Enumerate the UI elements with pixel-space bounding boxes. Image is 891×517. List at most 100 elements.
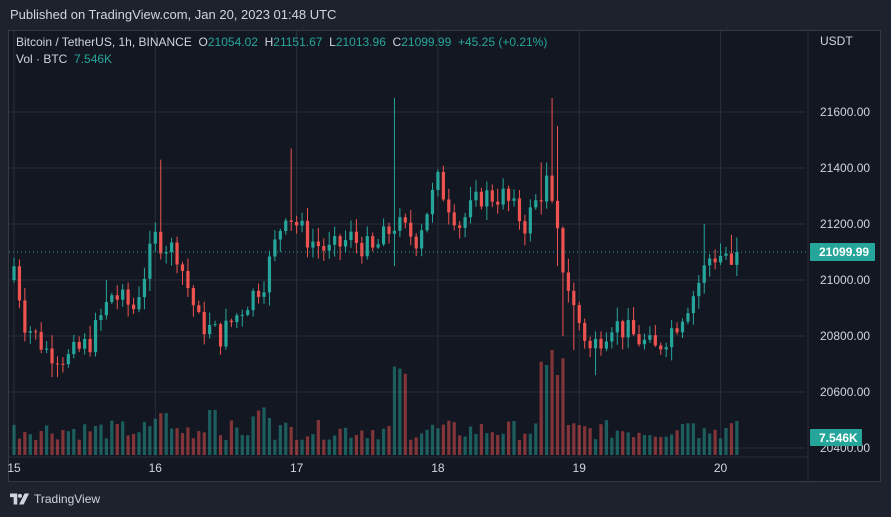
candle-body: [615, 321, 619, 333]
time-tick-label: 16: [149, 461, 163, 475]
candle-body: [278, 231, 282, 240]
volume-bar: [708, 433, 712, 455]
candle-body: [458, 225, 462, 228]
candle-body: [349, 231, 353, 241]
volume-bar: [626, 432, 630, 455]
volume-bar: [322, 439, 326, 455]
legend-high-label: H: [264, 35, 274, 49]
candle-body: [381, 226, 386, 245]
volume-bar: [170, 428, 174, 455]
volume-bar: [447, 420, 451, 455]
candle-body: [295, 221, 299, 226]
candle-body: [664, 347, 668, 350]
candle-body: [387, 226, 391, 234]
volume-bar: [131, 433, 136, 455]
candle-body: [588, 340, 592, 349]
candle-body: [604, 341, 609, 349]
candle-body: [72, 341, 76, 355]
volume-bar: [159, 413, 163, 455]
legend-close-value: 21099.99: [401, 35, 452, 49]
candle-body: [371, 236, 375, 248]
candle-body: [517, 198, 522, 222]
candle-body: [365, 236, 369, 257]
candle-body: [213, 324, 217, 326]
candle-body: [414, 236, 418, 249]
candle-body: [28, 331, 32, 333]
candle-body: [485, 190, 489, 207]
candle-body: [208, 324, 212, 335]
volume-bar: [256, 410, 261, 455]
candle-body: [697, 282, 701, 297]
candle-body: [267, 256, 272, 293]
candle-body: [409, 222, 413, 237]
time-tick-label: 20: [714, 461, 728, 475]
candle-body: [702, 265, 706, 283]
volume-bar: [213, 410, 217, 455]
volume-bar: [121, 421, 125, 455]
candle-body: [610, 332, 614, 342]
volume-bar: [729, 423, 734, 455]
volume-bar: [61, 430, 65, 455]
volume-bar: [354, 434, 359, 455]
candle-body: [12, 266, 16, 280]
volume-bar: [208, 410, 212, 455]
volume-bar: [621, 431, 625, 455]
legend-symbol: Bitcoin / TetherUS, 1h, BINANCE: [16, 35, 192, 49]
volume-bar: [142, 421, 147, 455]
volume-bar: [490, 432, 494, 455]
volume-bar: [545, 365, 549, 455]
price-unit-label: USDT: [820, 34, 853, 48]
volume-bar: [555, 375, 560, 455]
candle-body: [289, 220, 293, 222]
candle-body: [191, 288, 195, 306]
volume-bar: [659, 437, 663, 455]
candle-body: [708, 258, 712, 266]
candle-body: [718, 255, 723, 263]
volume-bar: [224, 439, 228, 455]
price-tick-label: 20800.00: [820, 329, 870, 343]
candle-body: [680, 321, 685, 333]
volume-bar: [229, 420, 233, 455]
candle-body: [648, 335, 652, 340]
candle-body: [735, 252, 739, 265]
volume-bar: [191, 438, 195, 455]
candle-body: [235, 315, 239, 323]
candle-body: [572, 290, 576, 306]
candle-body: [224, 320, 228, 347]
volume-bar: [17, 438, 22, 455]
candle-body: [126, 289, 130, 305]
volume-bar: [305, 436, 310, 455]
candle-body: [512, 198, 516, 201]
volume-bar: [246, 435, 250, 455]
volume-legend: Vol · BTC 7.546K: [16, 52, 112, 66]
volume-bar: [735, 420, 739, 455]
candle-body: [61, 363, 65, 365]
candle-body: [23, 300, 27, 333]
volume-bar: [338, 428, 342, 455]
price-tick-label: 21200.00: [820, 217, 870, 231]
candle-body: [506, 188, 511, 201]
volume-bar: [441, 424, 445, 455]
volume-bar: [566, 424, 570, 455]
last-volume-tag: [810, 429, 862, 446]
candle-body: [164, 252, 168, 254]
volume-bar: [599, 424, 603, 455]
volume-bar: [398, 368, 402, 455]
volume-bar: [343, 427, 348, 455]
volume-bar: [349, 437, 353, 455]
volume-bar: [420, 433, 424, 455]
volume-bar: [235, 427, 239, 455]
volume-bar: [506, 421, 511, 455]
volume-bar: [77, 439, 81, 455]
candle-body: [621, 321, 625, 338]
candle-body: [251, 290, 255, 311]
volume-bar: [512, 421, 516, 455]
volume-bar: [186, 427, 190, 455]
volume-bar: [376, 439, 380, 455]
last-volume-label: 7.546K: [819, 431, 858, 445]
candle-body: [713, 258, 717, 263]
volume-bar: [534, 423, 538, 455]
volume-bar: [452, 422, 456, 455]
volume-bar: [284, 422, 288, 455]
